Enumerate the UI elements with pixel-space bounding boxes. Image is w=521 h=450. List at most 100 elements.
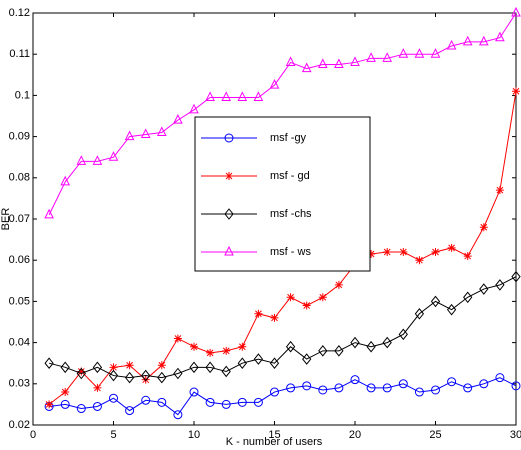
marker (237, 91, 248, 101)
marker (302, 353, 312, 365)
x-tick-label: 5 (110, 429, 116, 441)
marker (225, 172, 233, 180)
marker (224, 208, 234, 220)
marker (431, 385, 440, 395)
marker (479, 223, 488, 232)
marker (447, 377, 457, 387)
marker (60, 399, 70, 409)
marker (511, 270, 521, 283)
marker (108, 369, 119, 382)
marker (224, 245, 234, 256)
marker (383, 247, 392, 256)
marker (286, 383, 296, 393)
legend-label: msf -gy (270, 132, 307, 144)
marker (447, 243, 456, 252)
marker (45, 400, 54, 409)
marker (334, 383, 344, 393)
marker (495, 373, 505, 383)
marker (173, 334, 182, 343)
marker (76, 155, 87, 165)
marker (173, 410, 183, 420)
marker (205, 397, 215, 407)
marker (414, 48, 425, 58)
y-tick-label: 0.05 (9, 295, 30, 307)
marker (93, 383, 102, 392)
marker (415, 256, 424, 265)
marker (173, 114, 183, 124)
x-tick-label: 15 (268, 429, 280, 441)
marker (463, 291, 473, 304)
marker (366, 52, 376, 62)
marker (189, 387, 199, 397)
legend-label: msf - gd (270, 170, 310, 182)
marker (92, 401, 102, 411)
marker (479, 379, 489, 389)
marker (302, 301, 311, 310)
marker (479, 283, 489, 295)
marker (156, 126, 167, 136)
y-tick-label: 0.04 (9, 337, 30, 349)
marker (206, 348, 215, 357)
legend: msf -gy msf - gd msf -chs msf - ws (194, 116, 371, 272)
y-tick-label: 0.03 (9, 378, 30, 390)
marker (414, 307, 425, 320)
marker (124, 130, 135, 141)
marker (140, 128, 151, 139)
marker (109, 363, 118, 372)
y-tick-label: 0.02 (9, 419, 30, 431)
marker (190, 342, 198, 351)
marker (414, 387, 424, 397)
y-tick-label: 0.12 (9, 7, 30, 19)
marker (366, 340, 376, 353)
marker (350, 56, 360, 66)
marker (511, 381, 521, 391)
marker (382, 336, 392, 349)
marker (334, 58, 344, 68)
marker (269, 357, 280, 370)
marker (463, 383, 473, 393)
marker (221, 91, 232, 101)
marker (478, 35, 489, 46)
y-tick-label: 0.08 (9, 172, 30, 184)
marker (399, 247, 408, 256)
marker (317, 58, 328, 68)
marker (221, 365, 231, 378)
marker (366, 383, 376, 393)
marker (446, 39, 457, 50)
marker (124, 371, 135, 384)
marker (269, 78, 280, 89)
y-tick-label: 0.11 (9, 48, 30, 60)
marker (302, 381, 312, 391)
marker (382, 52, 393, 62)
x-tick-label: 25 (429, 429, 441, 441)
marker (253, 353, 264, 365)
marker (431, 247, 440, 256)
marker (495, 279, 505, 291)
marker (173, 367, 183, 380)
marker (253, 91, 264, 101)
marker (253, 397, 263, 407)
marker (463, 252, 472, 261)
marker (238, 342, 247, 351)
marker (512, 87, 520, 96)
legend-label: msf - ws (270, 246, 311, 258)
y-tick-label: 0.1 (15, 89, 30, 101)
marker (221, 399, 231, 409)
marker (318, 385, 328, 395)
marker (125, 361, 134, 370)
marker (205, 91, 215, 101)
marker (60, 175, 71, 186)
x-tick-label: 10 (188, 429, 200, 441)
marker (157, 371, 167, 384)
marker (318, 345, 328, 357)
marker (125, 406, 135, 416)
marker (286, 293, 295, 302)
marker (495, 186, 504, 195)
marker (76, 404, 86, 414)
marker (462, 35, 473, 46)
marker (254, 309, 263, 318)
marker (285, 56, 296, 66)
marker (398, 379, 408, 389)
marker (237, 397, 247, 407)
